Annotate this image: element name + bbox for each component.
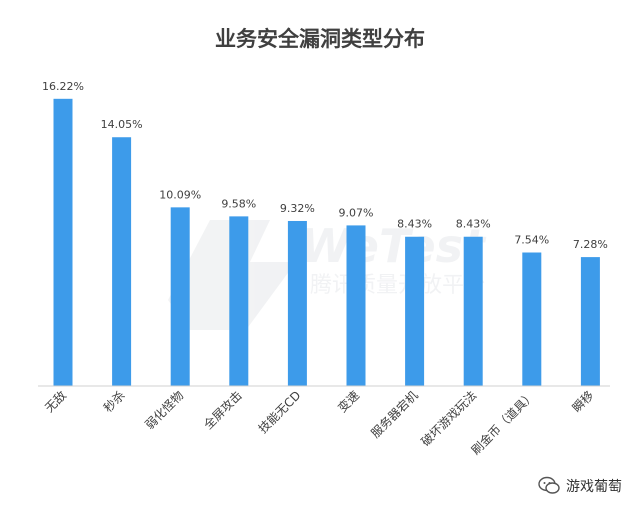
bar-3 (170, 207, 190, 386)
category-label: 服务器宕机 (368, 388, 421, 441)
bar-value-label: 7.28% (573, 238, 608, 251)
bar-4 (229, 216, 249, 386)
category-label: 全屏攻击 (200, 388, 245, 433)
bar-value-label: 7.54% (514, 233, 549, 246)
bar-value-label: 8.43% (456, 218, 491, 231)
bar-8 (463, 236, 483, 386)
bar-value-label: 9.58% (221, 197, 256, 210)
category-label: 变速 (335, 388, 363, 416)
category-label: 秒杀 (100, 388, 128, 416)
bar-value-label: 10.09% (159, 188, 201, 201)
category-label: 无敌 (42, 388, 70, 416)
footer-brand: 游戏葡萄 (538, 476, 622, 496)
bar-7 (405, 236, 425, 386)
wechat-icon (538, 476, 560, 496)
footer-brand-text: 游戏葡萄 (566, 479, 622, 495)
watermark-subtitle: 腾讯质量开放平台 (310, 273, 486, 298)
bar-value-label: 9.32% (280, 202, 315, 215)
bar-1 (53, 98, 73, 387)
bar-9 (522, 252, 542, 386)
watermark-brand: WeTest (300, 219, 487, 273)
bar-value-label: 8.43% (397, 218, 432, 231)
category-label: 瞬移 (570, 388, 597, 415)
bar-10 (580, 257, 600, 386)
chart-title: 业务安全漏洞类型分布 (215, 27, 425, 51)
bar-value-label: 14.05% (101, 118, 143, 131)
category-label: 弱化怪物 (142, 388, 186, 432)
bar-5 (287, 220, 307, 386)
watermark: WeTest 腾讯质量开放平台 (168, 219, 487, 330)
bar-value-label: 16.22% (42, 80, 84, 93)
category-label: 破坏游戏玩法 (418, 388, 480, 450)
category-label: 技能无CD (256, 388, 304, 436)
bar-value-label: 9.07% (339, 206, 374, 219)
bar-2 (112, 137, 132, 386)
bar-6 (346, 225, 366, 386)
